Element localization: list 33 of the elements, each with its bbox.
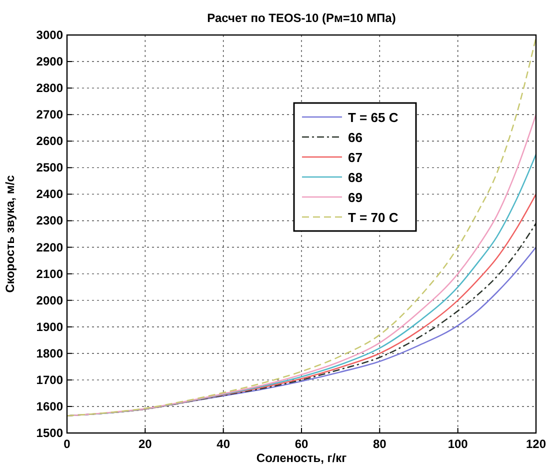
- x-axis-title: Соленость, г/кг: [256, 451, 347, 465]
- y-tick-label: 1800: [36, 346, 64, 360]
- y-tick-label: 2500: [36, 160, 64, 175]
- x-tick-label: 20: [138, 437, 152, 451]
- legend-label: 66: [348, 130, 362, 145]
- y-tick-label: 2700: [36, 108, 64, 122]
- legend-label: T = 70 C: [348, 210, 399, 225]
- y-tick-label: 1600: [36, 399, 64, 414]
- y-tick-label: 2200: [36, 240, 64, 254]
- y-tick-label: 1500: [36, 426, 64, 440]
- legend-label: 69: [348, 190, 362, 205]
- x-tick-label: 100: [448, 437, 468, 451]
- x-tick-label: 120: [526, 437, 546, 451]
- legend-label: T = 65 C: [348, 110, 399, 125]
- y-tick-label: 2000: [36, 293, 64, 308]
- legend-label: 68: [348, 170, 362, 185]
- y-tick-label: 2400: [36, 187, 64, 202]
- y-tick-label: 2900: [36, 54, 64, 69]
- y-tick-label: 3000: [36, 28, 64, 42]
- legend-label: 67: [348, 150, 362, 165]
- line-series: [66, 37, 537, 416]
- x-tick-label: 0: [64, 437, 71, 451]
- y-tick-label: 1700: [36, 372, 64, 387]
- chart-title: Расчет по TEOS-10 (Pм=10 МПа): [207, 11, 396, 25]
- x-tick-label: 60: [294, 437, 308, 451]
- y-tick-label: 2600: [36, 134, 64, 148]
- y-tick-label: 2300: [36, 214, 64, 228]
- y-tick-label: 2800: [36, 81, 64, 96]
- y-axis-title: Скорость звука, м/с: [3, 174, 17, 293]
- y-tick-label: 2100: [36, 266, 64, 281]
- y-tick-label: 1900: [36, 320, 64, 334]
- x-tick-label: 80: [372, 437, 387, 451]
- x-tick-label: 40: [216, 437, 230, 451]
